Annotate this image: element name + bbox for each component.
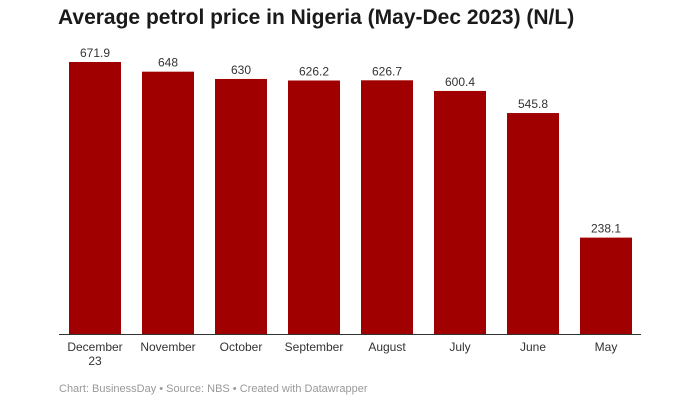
x-tick-label: 23 xyxy=(88,354,102,368)
x-tick-label: June xyxy=(520,340,546,354)
x-tick-label: October xyxy=(220,340,263,354)
x-tick-label: December xyxy=(67,340,122,354)
x-tick-label: November xyxy=(140,340,195,354)
data-label: 626.7 xyxy=(372,64,402,78)
bar xyxy=(69,62,121,334)
bar xyxy=(507,113,559,335)
data-label: 545.8 xyxy=(518,97,548,111)
bar xyxy=(215,78,267,334)
x-tick-label: August xyxy=(368,340,406,354)
data-label: 600.4 xyxy=(445,75,475,89)
data-label: 648 xyxy=(158,56,178,70)
data-label: 630 xyxy=(231,63,251,77)
bar xyxy=(434,90,486,334)
bar xyxy=(580,237,632,334)
x-tick-label: May xyxy=(595,340,618,354)
bar xyxy=(142,71,194,335)
data-label: 626.2 xyxy=(299,65,329,79)
bar xyxy=(361,80,413,334)
bar xyxy=(288,80,340,335)
chart-title: Average petrol price in Nigeria (May-Dec… xyxy=(58,6,575,29)
x-tick-label: September xyxy=(285,340,344,354)
x-tick-label: July xyxy=(449,340,470,354)
chart-footer: Chart: BusinessDay • Source: NBS • Creat… xyxy=(59,383,368,395)
data-label: 238.1 xyxy=(591,222,621,236)
data-label: 671.9 xyxy=(80,46,110,60)
